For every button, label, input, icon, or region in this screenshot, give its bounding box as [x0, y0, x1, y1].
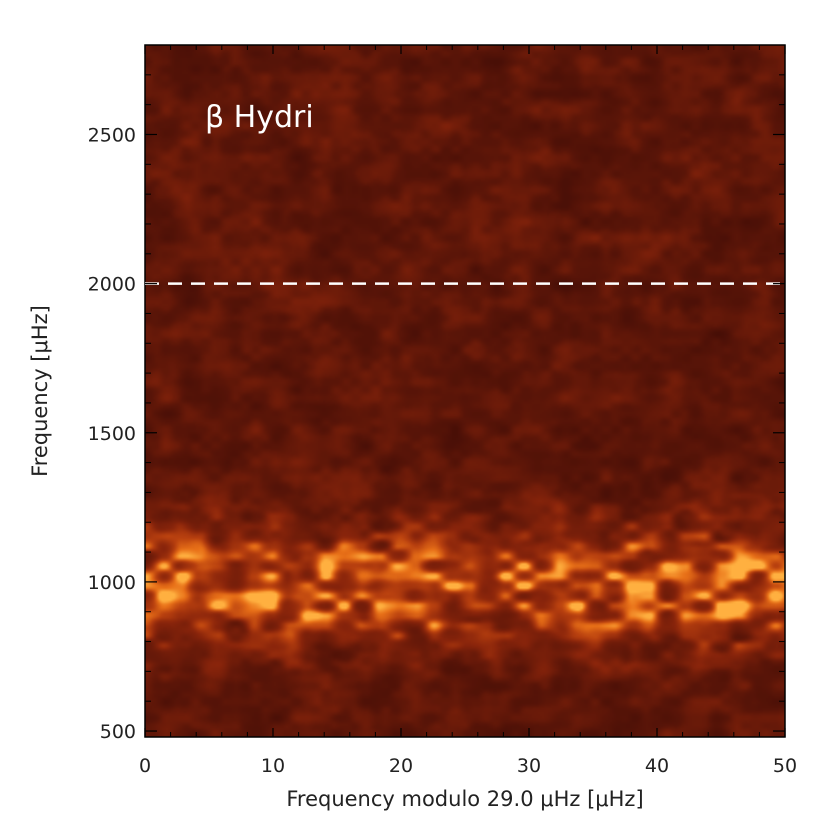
x-axis: 0 10 20 30 40 50 [139, 45, 797, 777]
y-axis: 500 1000 1500 2000 2500 [88, 44, 785, 743]
x-tick-label: 30 [517, 755, 541, 777]
x-tick-label: 10 [261, 755, 285, 777]
y-tick-label: 2000 [88, 274, 136, 296]
x-tick-label: 50 [773, 755, 797, 777]
echelle-heatmap [145, 45, 785, 737]
x-tick-label: 40 [645, 755, 669, 777]
x-axis-label: Frequency modulo 29.0 μHz [μHz] [286, 787, 643, 811]
y-tick-label: 1500 [88, 423, 136, 445]
y-tick-label: 2500 [88, 124, 136, 146]
x-tick-label: 20 [389, 755, 413, 777]
y-tick-label: 500 [100, 721, 136, 743]
y-tick-label: 1000 [88, 572, 136, 594]
star-label: β Hydri [205, 100, 314, 135]
y-axis-label: Frequency [μHz] [28, 305, 52, 477]
plot-frame [144, 44, 786, 738]
x-tick-label: 0 [139, 755, 151, 777]
